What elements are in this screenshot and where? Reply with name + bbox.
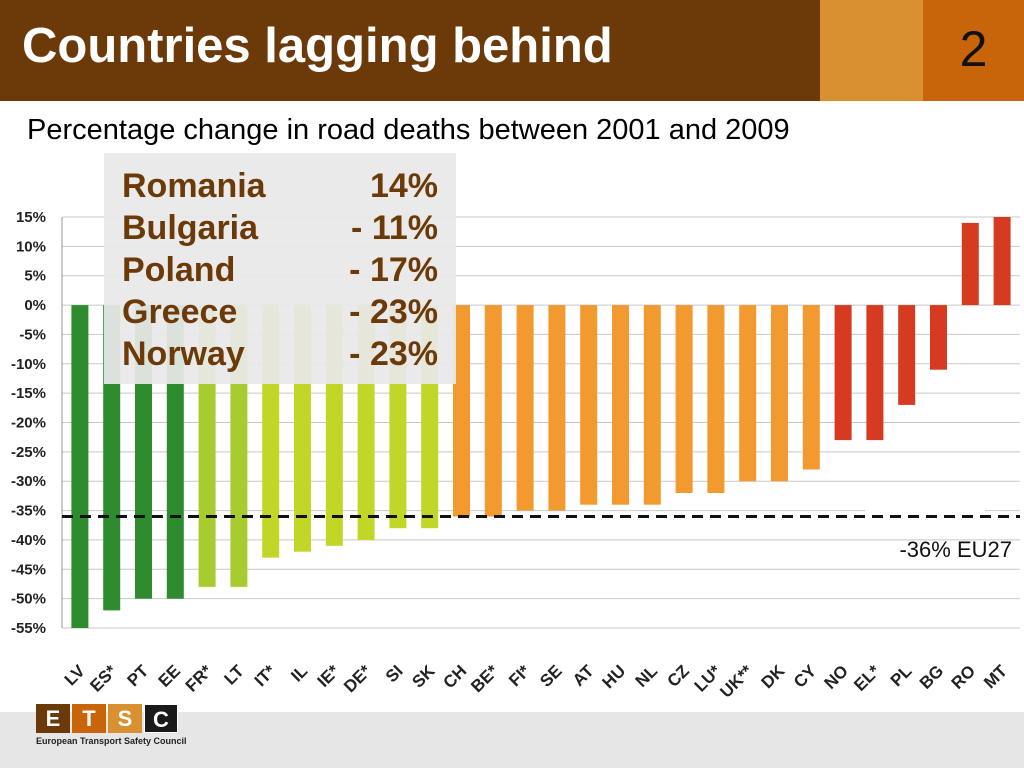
page-number: 2: [959, 21, 988, 77]
y-tick-label: -25%: [11, 444, 46, 461]
x-tick-label: RO: [948, 661, 979, 692]
logo-letter-t: T: [72, 704, 106, 733]
x-tick-label: DE*: [340, 661, 375, 696]
bar-cy: [802, 305, 820, 470]
y-tick-label: -55%: [11, 620, 46, 637]
logo-letter-e: E: [36, 704, 70, 733]
bar-be: [484, 305, 502, 517]
bar-bg: [930, 305, 947, 370]
bar-pl: [898, 305, 916, 405]
callout-value: - 17%: [349, 251, 438, 289]
x-tick-label: CH: [440, 661, 471, 692]
bar-cz: [675, 305, 693, 493]
callout-row-norway: Norway - 23%: [122, 335, 452, 377]
bar-hu: [612, 305, 629, 505]
bar-no: [834, 305, 852, 441]
header-bar: Countries lagging behind 2: [0, 0, 1024, 101]
y-tick-label: -10%: [11, 356, 46, 373]
logo-caption: European Transport Safety Council: [36, 736, 187, 746]
x-tick-label: PL: [887, 661, 916, 690]
x-tick-label: ES*: [86, 661, 120, 695]
x-tick-label: AT: [569, 661, 598, 690]
y-tick-label: -35%: [11, 503, 46, 520]
bar-fi: [516, 305, 534, 511]
y-tick-label: -30%: [11, 473, 46, 490]
bar-lv: [71, 305, 89, 628]
y-tick-label: -5%: [19, 326, 46, 343]
y-tick-label: 0%: [24, 297, 46, 314]
y-tick-label: -50%: [11, 591, 46, 608]
y-tick-label: -40%: [11, 532, 46, 549]
callout-country: Bulgaria: [122, 209, 259, 247]
y-tick-label: 15%: [16, 209, 46, 226]
callout-country: Greece: [122, 293, 238, 331]
slide-title: Countries lagging behind: [22, 19, 613, 73]
reference-label-background: [865, 482, 985, 512]
callout-row-greece: Greece - 23%: [122, 293, 452, 335]
bar-at: [580, 305, 598, 505]
callout-country: Norway: [122, 335, 245, 373]
bar-dk: [771, 305, 788, 482]
y-tick-label: 5%: [24, 268, 46, 285]
x-tick-label: UK**: [716, 661, 756, 701]
x-tick-label: BG: [916, 661, 947, 692]
highlight-callout: Romania 14% Bulgaria - 11% Poland - 17% …: [104, 153, 456, 384]
bar-mt: [993, 217, 1011, 306]
callout-value: - 11%: [351, 209, 438, 247]
x-tick-label: CZ: [663, 661, 692, 690]
bar-se: [548, 305, 566, 511]
logo-letter-s: S: [108, 704, 142, 733]
callout-value: - 23%: [349, 293, 438, 331]
logo-letter-c: C: [144, 704, 178, 733]
x-tick-label: MT: [980, 661, 1011, 692]
bar-uk: [739, 305, 757, 482]
x-tick-label: SE: [536, 661, 565, 690]
x-tick-label: FI*: [505, 661, 534, 690]
eu27-average-label: -36% EU27: [899, 537, 1012, 562]
bar-lu: [707, 305, 725, 493]
callout-country: Romania: [122, 167, 266, 205]
x-tick-label: SK: [408, 661, 439, 692]
x-tick-label: CY: [790, 661, 821, 692]
x-tick-label: NO: [820, 661, 851, 692]
x-tick-label: EE: [155, 661, 184, 690]
y-tick-label: 10%: [16, 238, 46, 255]
bar-ch: [453, 305, 470, 517]
y-tick-label: -20%: [11, 415, 46, 432]
y-tick-label: -15%: [11, 385, 46, 402]
x-tick-label: EL*: [850, 661, 884, 695]
x-tick-label: DK: [758, 661, 789, 692]
x-tick-label: IT*: [251, 661, 280, 690]
x-tick-label: NL: [632, 661, 661, 690]
header-accent-light: [820, 0, 923, 101]
x-tick-label: BE*: [467, 661, 502, 696]
x-tick-label: FR*: [182, 661, 216, 695]
callout-value: 14%: [369, 167, 438, 205]
x-tick-label: PT: [124, 661, 153, 690]
y-tick-label: -45%: [11, 561, 46, 578]
bar-ro: [961, 222, 979, 306]
x-tick-label: LT: [220, 661, 248, 689]
x-tick-label: LV: [61, 661, 89, 689]
chart-subtitle: Percentage change in road deaths between…: [27, 114, 790, 146]
x-tick-label: HU: [599, 661, 630, 692]
callout-row-romania: Romania 14%: [122, 167, 452, 209]
callout-value: - 23%: [349, 335, 438, 373]
bar-nl: [643, 305, 661, 505]
x-tick-label: SI: [382, 661, 407, 686]
x-tick-label: IE*: [314, 661, 344, 691]
callout-country: Poland: [122, 251, 236, 289]
x-tick-label: IL: [287, 661, 311, 685]
callout-row-poland: Poland - 17%: [122, 251, 452, 293]
callout-row-bulgaria: Bulgaria - 11%: [122, 209, 452, 251]
header-accent-dark: [923, 0, 1024, 101]
bar-el: [866, 305, 884, 441]
